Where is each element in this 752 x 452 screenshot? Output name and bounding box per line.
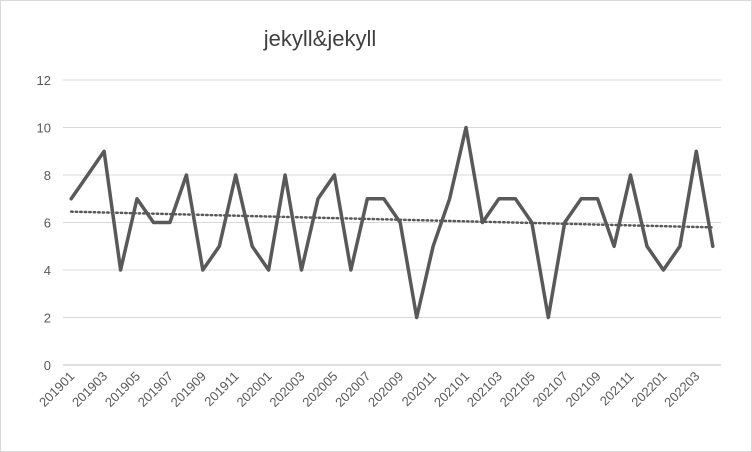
x-tick-label: 201911 xyxy=(201,369,242,410)
x-tick-label: 202201 xyxy=(628,369,669,410)
x-tick-label: 201901 xyxy=(36,369,77,410)
x-axis-ticks: 2019012019032019052019072019092019112020… xyxy=(36,369,702,410)
x-tick-label: 202101 xyxy=(431,369,472,410)
x-tick-label: 202105 xyxy=(497,369,538,410)
x-tick-label: 201907 xyxy=(135,369,176,410)
y-tick-label: 12 xyxy=(37,73,51,88)
x-tick-label: 202007 xyxy=(332,369,373,410)
x-tick-label: 201905 xyxy=(102,369,143,410)
x-tick-label: 202109 xyxy=(562,369,603,410)
y-axis-ticks: 0 2 4 6 8 10 12 xyxy=(37,73,51,373)
x-tick-label: 202009 xyxy=(365,369,406,410)
x-tick-label: 201909 xyxy=(168,369,209,410)
y-tick-label: 2 xyxy=(44,311,51,326)
series-line xyxy=(69,125,715,320)
x-tick-label: 202011 xyxy=(399,369,440,410)
x-tick-label: 202003 xyxy=(266,369,307,410)
y-tick-label: 6 xyxy=(44,216,51,231)
y-tick-label: 10 xyxy=(37,121,51,136)
grid-lines xyxy=(63,79,721,318)
chart-title: jekyll&jekyll xyxy=(263,26,376,51)
y-tick-label: 4 xyxy=(44,263,51,278)
x-tick-label: 202107 xyxy=(530,369,571,410)
x-tick-label: 202203 xyxy=(661,369,702,410)
trend-line xyxy=(69,210,715,229)
x-tick-label: 202001 xyxy=(233,369,274,410)
x-tick-label: 202005 xyxy=(299,369,340,410)
y-tick-label: 8 xyxy=(44,168,51,183)
y-tick-label: 0 xyxy=(44,358,51,373)
x-tick-label: 201903 xyxy=(69,369,110,410)
x-tick-label: 202103 xyxy=(464,369,505,410)
